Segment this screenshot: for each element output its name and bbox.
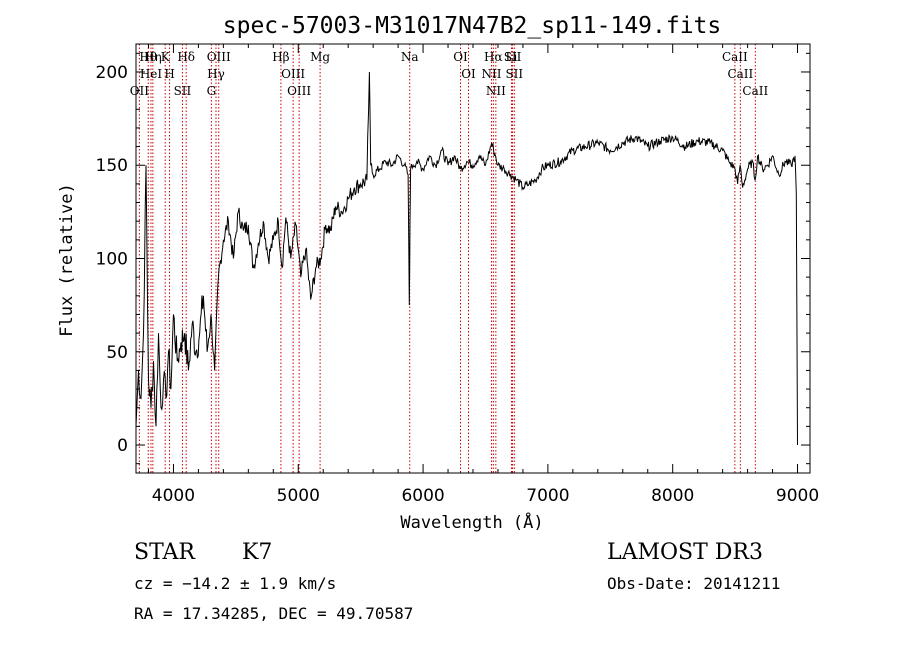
y-tick-label: 100 <box>96 250 128 270</box>
line-marker-label: Li <box>506 50 518 64</box>
x-tick-label: 9000 <box>776 486 819 506</box>
survey-name: LAMOST DR3 <box>607 540 763 565</box>
line-marker-label: Hη <box>144 50 162 64</box>
line-marker-label: Na <box>401 50 419 64</box>
x-axis-ticks: 4000 5000 6000 7000 8000 9000 <box>147 44 819 506</box>
line-marker-label: H <box>164 67 174 81</box>
line-marker-label: OIII <box>287 84 311 98</box>
y-tick-label: 0 <box>117 436 128 456</box>
flux-series-line <box>135 71 798 446</box>
chart-title: spec-57003-M31017N47B2_sp11-149.fits <box>223 13 722 39</box>
line-marker-label: HeI <box>140 67 163 81</box>
line-marker-label: NII <box>486 84 506 98</box>
x-tick-label: 8000 <box>651 486 694 506</box>
obs-date-text: Obs-Date: 20141211 <box>607 574 780 593</box>
line-marker-label: G <box>207 84 217 98</box>
y-axis-label: Flux (relative) <box>57 183 77 337</box>
line-marker-label: CaII <box>727 67 753 81</box>
y-axis-ticks: 0 50 100 150 200 <box>96 52 810 465</box>
line-marker-label: Hγ <box>207 67 225 81</box>
coordinates-text: RA = 17.34285, DEC = 49.70587 <box>134 604 413 623</box>
line-marker-label: SII <box>504 50 522 64</box>
line-marker-label: CaII <box>742 84 768 98</box>
x-axis-label: Wavelength (Å) <box>400 511 543 533</box>
line-marker-label: OI <box>461 67 476 81</box>
x-tick-label: 5000 <box>277 486 320 506</box>
y-tick-label: 150 <box>96 156 128 176</box>
object-subclass: K7 <box>242 540 272 565</box>
line-marker-label: K <box>161 50 171 64</box>
line-marker-label: OIII <box>207 50 231 64</box>
line-marker-label: Hβ <box>272 50 289 64</box>
object-class: STAR <box>134 540 196 565</box>
redshift-text: cz = −14.2 ± 1.9 km/s <box>134 574 336 593</box>
line-marker-label: OIII <box>281 67 305 81</box>
plot-frame <box>135 43 811 474</box>
line-marker-label: CaII <box>722 50 748 64</box>
x-tick-label: 6000 <box>401 486 444 506</box>
line-marker-label: NII <box>481 67 501 81</box>
line-marker-label: SII <box>505 67 523 81</box>
line-marker-label: SII <box>174 84 192 98</box>
line-marker-label: Hα <box>484 50 503 64</box>
line-marker-label: Hθ <box>139 50 157 64</box>
line-marker-label: OI <box>453 50 468 64</box>
x-tick-label: 4000 <box>152 486 195 506</box>
line-markers <box>138 44 756 473</box>
x-tick-label: 7000 <box>526 486 569 506</box>
y-tick-label: 50 <box>106 343 128 363</box>
y-tick-label: 200 <box>96 63 128 83</box>
line-marker-label: Mg <box>310 50 330 64</box>
line-marker-label: Hδ <box>177 50 195 64</box>
